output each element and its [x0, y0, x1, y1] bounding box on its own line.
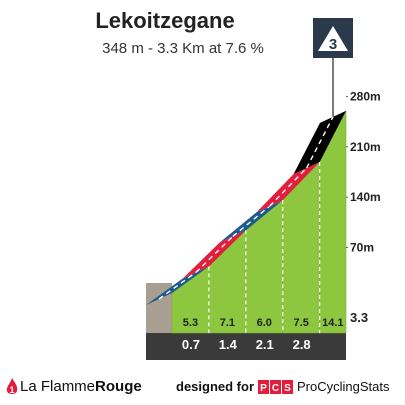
road-centre-dash: [232, 205, 271, 237]
climb-title: Lekoitzegane: [95, 8, 235, 33]
svg-text:P: P: [260, 383, 267, 394]
segment-gradient-label: 7.5: [294, 317, 309, 329]
brand-laflammerouge: La FlammeRouge: [20, 378, 142, 395]
segment-gradient-label: 14.1: [322, 317, 343, 329]
km-marker-label: 2.1: [256, 337, 274, 352]
km-marker-label: 1.4: [219, 337, 238, 352]
segment-gradient-label: 6.0: [257, 317, 272, 329]
road-stripe-segment: [182, 230, 246, 279]
flame-icon: 1: [6, 378, 18, 395]
segment-gradient-label: 7.1: [220, 317, 235, 329]
climb-subtitle: 348 m - 3.3 Km at 7.6 %: [102, 40, 264, 57]
category-badge: 3: [313, 18, 353, 128]
svg-text:1: 1: [9, 385, 14, 395]
km-marker-label: 2.8: [293, 337, 311, 352]
elevation-tick-label: 140m: [350, 190, 381, 204]
road-centre-dash: [306, 116, 334, 169]
category-number: 3: [329, 36, 337, 53]
road-stripe-segment: [219, 200, 283, 243]
pcs-name: ProCyclingStats: [297, 379, 390, 394]
km-marker-label: 3.3: [350, 310, 368, 325]
base-band: [146, 333, 346, 360]
segment-gradient-label: 5.3: [183, 317, 198, 329]
designed-for-label: designed for: [176, 379, 255, 394]
triangle-icon: [318, 26, 348, 51]
svg-text:C: C: [272, 383, 279, 394]
km-marker-label: 0.7: [182, 337, 200, 352]
pcs-logo-icon: P C S: [258, 380, 293, 394]
svg-text:S: S: [284, 383, 291, 394]
elevation-tick-label: 210m: [350, 140, 381, 154]
road-centre-dash: [158, 271, 197, 300]
road-stripe-segment: [256, 161, 320, 213]
elevation-tick-label: 280m: [350, 89, 381, 103]
elevation-tick-label: 70m: [350, 241, 374, 255]
